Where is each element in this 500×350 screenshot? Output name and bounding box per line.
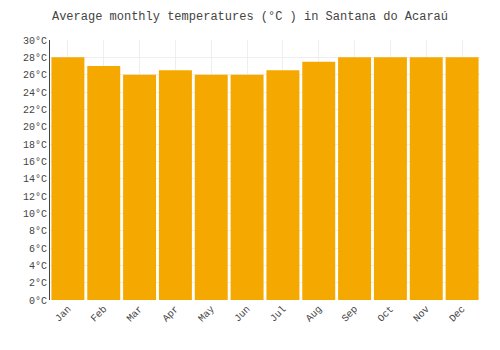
svg-text:28°C: 28°C	[23, 53, 47, 64]
svg-text:20°C: 20°C	[23, 122, 47, 133]
svg-text:Average monthly temperatures (: Average monthly temperatures (°C ) in Sa…	[52, 10, 448, 24]
svg-text:Mar: Mar	[125, 304, 146, 325]
svg-text:May: May	[196, 304, 217, 325]
svg-text:0°C: 0°C	[29, 296, 47, 307]
svg-text:8°C: 8°C	[29, 226, 47, 237]
svg-text:Oct: Oct	[376, 304, 397, 325]
svg-text:Jul: Jul	[268, 304, 289, 325]
svg-text:24°C: 24°C	[23, 88, 47, 99]
svg-text:18°C: 18°C	[23, 140, 47, 151]
svg-text:10°C: 10°C	[23, 209, 47, 220]
svg-text:30°C: 30°C	[23, 36, 47, 47]
svg-text:16°C: 16°C	[23, 157, 47, 168]
svg-text:12°C: 12°C	[23, 192, 47, 203]
svg-text:Sep: Sep	[340, 304, 361, 325]
svg-text:Nov: Nov	[411, 304, 432, 325]
svg-text:22°C: 22°C	[23, 105, 47, 116]
svg-text:Apr: Apr	[161, 304, 182, 325]
svg-text:Dec: Dec	[447, 304, 468, 325]
svg-text:Jan: Jan	[53, 304, 74, 325]
svg-text:Aug: Aug	[304, 304, 325, 325]
svg-text:2°C: 2°C	[29, 278, 47, 289]
svg-text:Feb: Feb	[89, 304, 110, 325]
svg-text:6°C: 6°C	[29, 244, 47, 255]
svg-text:Jun: Jun	[232, 304, 253, 325]
svg-text:14°C: 14°C	[23, 174, 47, 185]
svg-text:4°C: 4°C	[29, 261, 47, 272]
svg-text:26°C: 26°C	[23, 70, 47, 81]
